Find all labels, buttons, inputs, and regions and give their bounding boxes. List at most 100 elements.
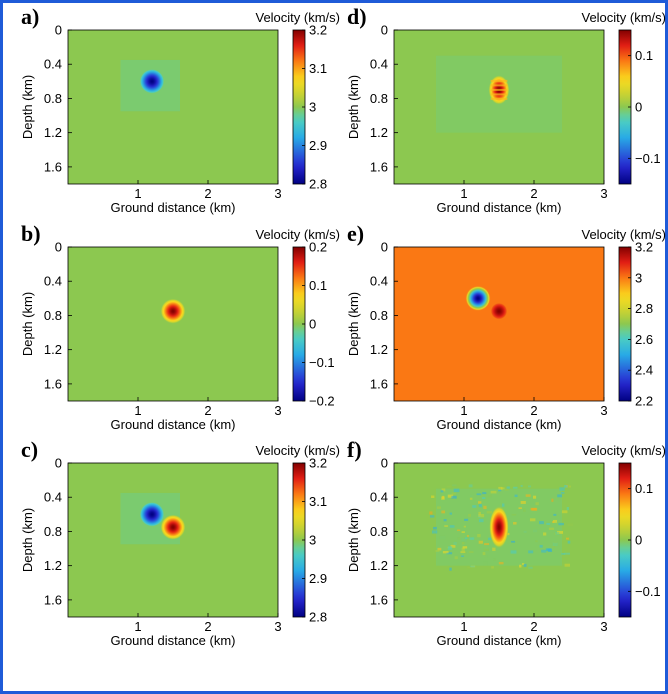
- panel-f: f) Velocity (km/s) 0 0.4 0.8 1.2 1.6 1 2 3 Ground …: [346, 437, 666, 648]
- colorbar-tick-label: 0: [635, 533, 642, 548]
- y-tick-label: 0: [55, 456, 62, 471]
- axes-frame: [67, 246, 279, 402]
- colorbar: [618, 246, 632, 402]
- x-tick-label: 1: [460, 403, 467, 418]
- axes-frame: [393, 246, 605, 402]
- y-tick-label: 1.2: [370, 342, 388, 357]
- y-tick-label: 0: [381, 456, 388, 471]
- colorbar-tick-label: 2.2: [635, 394, 653, 409]
- y-tick-label: 1.6: [370, 159, 388, 174]
- colorbar-tick-label: 3.2: [309, 456, 327, 471]
- y-axis-label: Depth (km): [346, 75, 361, 139]
- y-tick-label: 0.4: [44, 490, 62, 505]
- colorbar-tick-label: 2.8: [309, 610, 327, 625]
- x-tick-label: 2: [530, 403, 537, 418]
- colorbar-tick-label: −0.2: [309, 394, 335, 409]
- colorbar-tick-label: 3: [309, 533, 316, 548]
- anomaly: [429, 484, 574, 572]
- anomaly: [160, 298, 186, 324]
- x-axis-label: Ground distance (km): [437, 633, 562, 648]
- x-tick-label: 1: [134, 403, 141, 418]
- panel-b: b) Velocity (km/s) 0 0.4 0.8 1.2 1.6 1 2 3 Ground …: [20, 221, 340, 432]
- y-tick-label: 1.2: [44, 125, 62, 140]
- panel-d: d) Velocity (km/s) 0 0.4 0.8 1.2 1.6 1 2 3 Ground …: [346, 4, 666, 215]
- y-tick-label: 0.8: [370, 91, 388, 106]
- axes-frame: [393, 462, 605, 618]
- anomaly: [139, 501, 165, 527]
- x-tick-label: 2: [204, 619, 211, 634]
- plot-background: [68, 463, 278, 617]
- y-axis-label: Depth (km): [346, 508, 361, 572]
- colorbar-tick-label: 3: [309, 100, 316, 115]
- colorbar-tick-label: 3: [635, 270, 642, 285]
- y-tick-label: 0.4: [44, 57, 62, 72]
- y-tick-label: 1.6: [44, 592, 62, 607]
- x-tick-label: 3: [600, 186, 607, 201]
- panel-c: c) Velocity (km/s) 0 0.4 0.8 1.2 1.6 1 2 3 Ground …: [20, 437, 340, 648]
- anomaly: [488, 75, 510, 105]
- panel-letter: d): [347, 4, 367, 29]
- y-axis-label: Depth (km): [346, 292, 361, 356]
- axes-frame: [67, 462, 279, 618]
- colorbar-tick-label: 3.1: [309, 494, 327, 509]
- y-tick-label: 0.4: [370, 57, 388, 72]
- y-tick-label: 0: [381, 240, 388, 255]
- colorbar-tick-label: 2.9: [309, 571, 327, 586]
- x-tick-label: 2: [530, 619, 537, 634]
- y-tick-label: 1.6: [44, 376, 62, 391]
- colorbar-tick-label: 0: [635, 100, 642, 115]
- y-tick-label: 1.6: [370, 376, 388, 391]
- y-tick-label: 0.8: [370, 524, 388, 539]
- panel-letter: c): [21, 437, 38, 462]
- axes-frame: [67, 29, 279, 185]
- x-axis-label: Ground distance (km): [111, 417, 236, 432]
- panel-letter: b): [21, 221, 41, 246]
- colorbar-tick-label: 2.8: [635, 301, 653, 316]
- plot-background: [394, 30, 604, 184]
- colorbar-tick-label: 0.2: [309, 240, 327, 255]
- y-tick-label: 0: [55, 240, 62, 255]
- colorbar-title: Velocity (km/s): [581, 227, 666, 242]
- anomaly: [465, 285, 491, 311]
- colorbar-tick-label: 2.4: [635, 363, 653, 378]
- x-tick-label: 1: [460, 186, 467, 201]
- colorbar-title: Velocity (km/s): [255, 443, 340, 458]
- anomaly: [490, 302, 508, 320]
- y-tick-label: 1.2: [44, 342, 62, 357]
- axes-frame: [393, 29, 605, 185]
- x-tick-label: 1: [134, 186, 141, 201]
- colorbar-tick-label: 2.9: [309, 138, 327, 153]
- colorbar-title: Velocity (km/s): [581, 10, 666, 25]
- panel-e: e) Velocity (km/s) 0 0.4 0.8 1.2 1.6 1 2 3 Ground …: [346, 221, 666, 432]
- plot-background: [68, 30, 278, 184]
- x-tick-label: 1: [134, 619, 141, 634]
- y-tick-label: 0.4: [44, 274, 62, 289]
- colorbar-tick-label: 0.1: [635, 48, 653, 63]
- x-tick-label: 2: [204, 186, 211, 201]
- colorbar-tick-label: 0.1: [635, 481, 653, 496]
- colorbar-title: Velocity (km/s): [581, 443, 666, 458]
- x-axis-label: Ground distance (km): [111, 633, 236, 648]
- x-tick-label: 3: [274, 403, 281, 418]
- y-tick-label: 0.8: [370, 308, 388, 323]
- x-tick-label: 3: [600, 403, 607, 418]
- colorbar-tick-label: 3.1: [309, 61, 327, 76]
- colorbar-tick-label: −0.1: [635, 584, 661, 599]
- y-tick-label: 0.4: [370, 274, 388, 289]
- y-axis-label: Depth (km): [20, 292, 35, 356]
- plot-background: [394, 247, 604, 401]
- colorbar-title: Velocity (km/s): [255, 227, 340, 242]
- y-axis-label: Depth (km): [20, 508, 35, 572]
- y-tick-label: 1.6: [44, 159, 62, 174]
- y-tick-label: 1.2: [44, 558, 62, 573]
- colorbar-tick-label: −0.1: [309, 355, 335, 370]
- y-tick-label: 0.8: [44, 308, 62, 323]
- x-tick-label: 1: [460, 619, 467, 634]
- colorbar-tick-label: 2.8: [309, 177, 327, 192]
- y-tick-label: 0.8: [44, 524, 62, 539]
- anomaly: [139, 68, 165, 94]
- colorbar-tick-label: 0: [309, 317, 316, 332]
- y-tick-label: 0.4: [370, 490, 388, 505]
- x-tick-label: 3: [600, 619, 607, 634]
